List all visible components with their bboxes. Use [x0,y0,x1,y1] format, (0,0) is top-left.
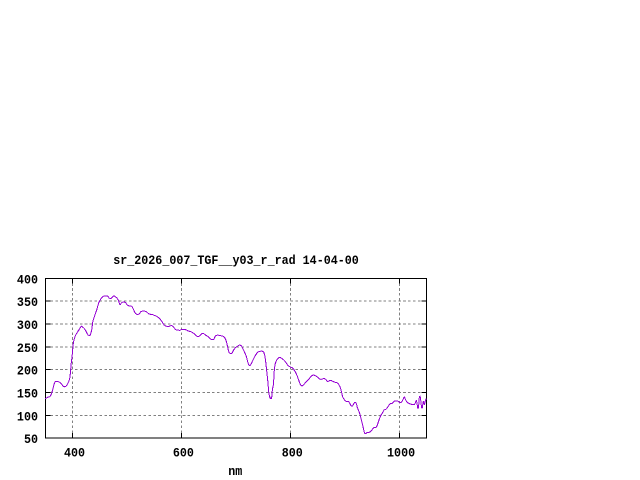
svg-text:350: 350 [17,296,38,311]
svg-text:400: 400 [17,273,38,288]
svg-text:150: 150 [17,387,38,402]
svg-text:400: 400 [64,446,85,461]
svg-text:1000: 1000 [387,446,415,461]
svg-text:300: 300 [17,318,38,333]
svg-text:200: 200 [17,364,38,379]
svg-text:600: 600 [173,446,194,461]
svg-text:100: 100 [17,410,38,425]
svg-text:800: 800 [282,446,303,461]
svg-text:50: 50 [24,433,38,448]
svg-text:sr_2026_007_TGF__y03_r_rad 14-: sr_2026_007_TGF__y03_r_rad 14-04-00 [113,254,359,269]
svg-text:250: 250 [17,341,38,356]
svg-text:nm: nm [228,465,242,480]
